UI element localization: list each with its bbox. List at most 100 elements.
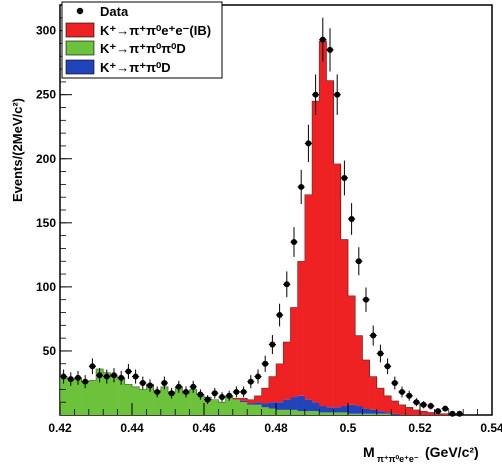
- data-point-37: [326, 28, 334, 72]
- histogram-bars: [59, 40, 464, 416]
- data-point-13: [153, 386, 161, 398]
- bar-kpi2d-37: [326, 407, 334, 413]
- data-point-51: [427, 402, 435, 410]
- data-point-15: [168, 387, 176, 399]
- bar-kpi3d-12: [146, 384, 154, 415]
- bar-kpi3d-24: [232, 399, 241, 416]
- legend-swatch-ib: [65, 22, 95, 38]
- bar-kpi3d-17: [182, 393, 190, 415]
- bar-ib-49: [412, 409, 421, 416]
- bar-ib-24: [232, 398, 241, 400]
- data-point-21: [211, 387, 219, 399]
- data-point-34: [304, 124, 312, 163]
- x-tick-label-1: 0.44: [120, 421, 144, 435]
- data-point-52: [434, 408, 442, 415]
- bar-kpi2d-30: [276, 402, 284, 410]
- bar-ib-27: [254, 395, 262, 403]
- data-point-18: [189, 380, 197, 393]
- bar-ib-31: [283, 341, 291, 400]
- data-point-46: [391, 376, 399, 390]
- data-point-29: [268, 335, 276, 355]
- bar-kpi2d-41: [355, 406, 363, 414]
- data-point-33: [297, 169, 305, 205]
- legend-frame: [61, 1, 223, 79]
- bar-kpi3d-41: [355, 413, 363, 415]
- bar-kpi3d-42: [362, 413, 370, 415]
- bar-ib-47: [398, 404, 406, 415]
- data-point-39: [340, 160, 348, 196]
- data-point-2: [74, 370, 82, 385]
- bar-kpi2d-31: [283, 399, 291, 410]
- bar-kpi2d-26: [247, 403, 255, 405]
- x-tick-label-4: 0.5: [340, 421, 357, 435]
- data-point-3: [81, 375, 89, 389]
- y-tick-label-0: 50: [43, 344, 57, 358]
- bar-kpi3d-2: [74, 377, 82, 415]
- bar-ib-41: [355, 335, 363, 407]
- data-point-35: [312, 74, 320, 115]
- bar-ib-38: [333, 163, 342, 408]
- bar-ib-48: [405, 407, 414, 415]
- bar-kpi3d-6: [103, 372, 111, 415]
- data-point-41: [355, 247, 363, 276]
- bar-kpi2d-33: [297, 395, 306, 412]
- bar-kpi3d-26: [247, 404, 255, 415]
- bar-kpi2d-27: [254, 402, 262, 405]
- bar-kpi3d-31: [283, 409, 291, 416]
- data-point-6: [103, 369, 111, 384]
- data-point-31: [283, 271, 291, 298]
- bar-kpi2d-39: [340, 406, 349, 413]
- data-point-42: [362, 287, 370, 312]
- x-tick-label-2: 0.46: [192, 421, 216, 435]
- bar-kpi2d-45: [384, 412, 392, 414]
- bar-kpi3d-29: [268, 408, 277, 415]
- bar-kpi2d-28: [261, 403, 270, 408]
- data-point-17: [182, 386, 190, 398]
- bar-kpi3d-8: [117, 377, 126, 415]
- y-tick-label-1: 100: [36, 280, 56, 294]
- bar-kpi2d-46: [391, 413, 399, 415]
- bar-kpi3d-10: [132, 386, 140, 415]
- bar-ib-50: [420, 411, 428, 415]
- data-point-44: [376, 344, 384, 363]
- data-point-30: [276, 303, 284, 327]
- histogram-outline: [59, 40, 464, 416]
- bar-kpi3d-37: [326, 412, 334, 415]
- bar-kpi2d-35: [312, 402, 320, 412]
- bar-kpi3d-27: [254, 404, 262, 415]
- y-tick-label-3: 200: [36, 152, 56, 166]
- bar-ib-40: [348, 295, 356, 405]
- bar-kpi2d-36: [319, 406, 327, 413]
- x-tick-label-6: 0.54: [480, 421, 502, 435]
- bar-kpi2d-38: [333, 407, 342, 413]
- bar-ib-36: [319, 40, 327, 407]
- x-tick-label-3: 0.48: [264, 421, 288, 435]
- data-point-28: [261, 355, 269, 372]
- data-point-26: [247, 375, 255, 389]
- bar-kpi3d-9: [124, 384, 133, 415]
- y-tick-label-2: 150: [36, 216, 56, 230]
- bar-kpi2d-29: [268, 402, 277, 409]
- bar-ib-34: [304, 194, 313, 400]
- data-point-10: [132, 369, 140, 384]
- legend-label-data: Data: [100, 4, 129, 19]
- bar-kpi3d-23: [225, 395, 234, 415]
- bar-ib-46: [391, 400, 399, 414]
- data-point-47: [398, 386, 406, 398]
- data-point-25: [240, 386, 248, 398]
- axes: 0.42 0.44 0.46 0.48 0.5 0.52 0.54 50 100 150 200 25…: [36, 17, 502, 435]
- bar-ib-45: [384, 395, 392, 413]
- bar-kpi3d-7: [110, 376, 118, 415]
- bar-ib-29: [268, 376, 277, 403]
- x-tick-label-0: 0.42: [48, 421, 72, 435]
- bar-kpi3d-21: [211, 399, 219, 416]
- svg-text:π⁺π⁰e⁺e⁻: π⁺π⁰e⁺e⁻: [377, 454, 419, 464]
- bar-kpi3d-4: [88, 380, 97, 415]
- bar-kpi3d-1: [67, 379, 75, 416]
- bar-kpi3d-32: [290, 409, 298, 416]
- bar-kpi2d-25: [240, 400, 248, 403]
- bar-kpi3d-38: [333, 412, 342, 415]
- data-point-1: [67, 372, 75, 386]
- data-point-55: [456, 410, 464, 417]
- data-point-38: [333, 74, 341, 115]
